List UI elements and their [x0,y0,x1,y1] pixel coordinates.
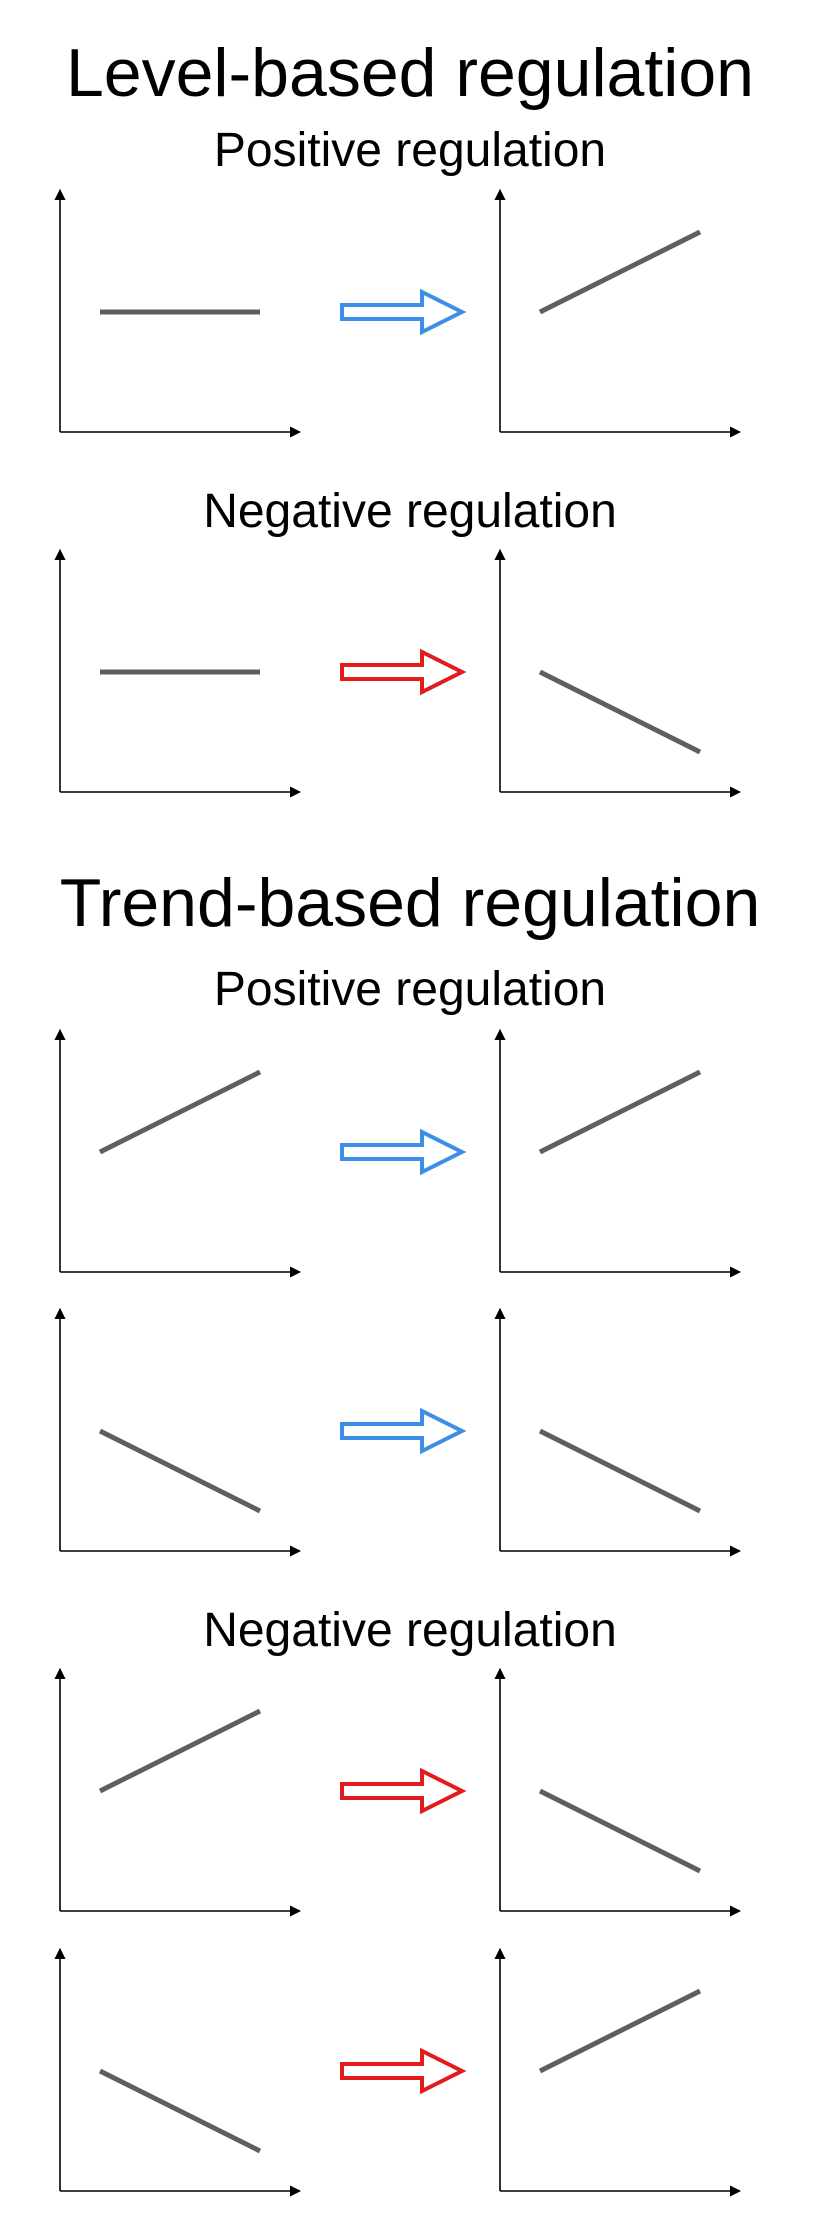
output-trend-line-decreasing [538,1428,702,1514]
input-trend-line-increasing [98,1708,262,1794]
group-title-level-negative: Negative regulation [203,485,617,538]
positive-hollow-right-arrow-icon [340,288,467,336]
negative-hollow-right-arrow-icon [340,648,467,696]
input-graph [54,1307,302,1557]
output-trend-line-increasing [538,229,702,315]
output-graph [494,188,742,438]
input-graph [54,1667,302,1917]
group-title-trend-positive: Positive regulation [214,963,606,1016]
positive-hollow-right-arrow-icon [340,1128,467,1176]
negative-hollow-right-arrow-icon [340,1767,467,1815]
output-graph [494,1947,742,2197]
section-title-trend-based: Trend-based regulation [60,865,761,941]
group-title-trend-negative: Negative regulation [203,1604,617,1657]
row-s0-g1-r0 [54,548,742,798]
output-trend-line-decreasing [538,669,702,755]
output-trend-line-increasing [538,1988,702,2074]
row-s1-g0-r0 [54,1028,742,1278]
input-graph [54,188,302,438]
input-graph [54,1028,302,1278]
negative-hollow-right-arrow-icon [340,2047,467,2095]
row-s1-g0-r1 [54,1307,742,1557]
output-graph [494,1307,742,1557]
row-s1-g1-r0 [54,1667,742,1917]
positive-hollow-right-arrow-icon [340,1407,467,1455]
output-graph [494,1667,742,1917]
input-trend-line-decreasing [98,2068,262,2154]
panels-layer [54,188,742,2197]
row-s0-g0-r0 [54,188,742,438]
input-trend-line-decreasing [98,1428,262,1514]
output-graph [494,1028,742,1278]
input-graph [54,1947,302,2197]
row-s1-g1-r1 [54,1947,742,2197]
input-trend-line-increasing [98,1069,262,1155]
section-title-level-based: Level-based regulation [66,35,754,111]
group-title-level-positive: Positive regulation [214,124,606,177]
output-graph [494,548,742,798]
output-trend-line-increasing [538,1069,702,1155]
input-graph [54,548,302,798]
output-trend-line-decreasing [538,1788,702,1874]
